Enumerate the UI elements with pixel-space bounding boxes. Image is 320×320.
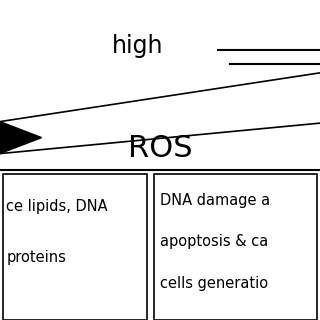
- Text: cells generatio: cells generatio: [160, 276, 268, 291]
- Text: ROS: ROS: [128, 134, 192, 163]
- Text: apoptosis & ca: apoptosis & ca: [160, 234, 268, 249]
- Text: high: high: [112, 34, 163, 58]
- Polygon shape: [0, 122, 42, 154]
- Bar: [154, 174, 317, 320]
- Bar: [3, 174, 147, 320]
- Text: proteins: proteins: [6, 250, 66, 265]
- Text: DNA damage a: DNA damage a: [160, 193, 270, 207]
- Text: ce lipids, DNA: ce lipids, DNA: [6, 199, 108, 214]
